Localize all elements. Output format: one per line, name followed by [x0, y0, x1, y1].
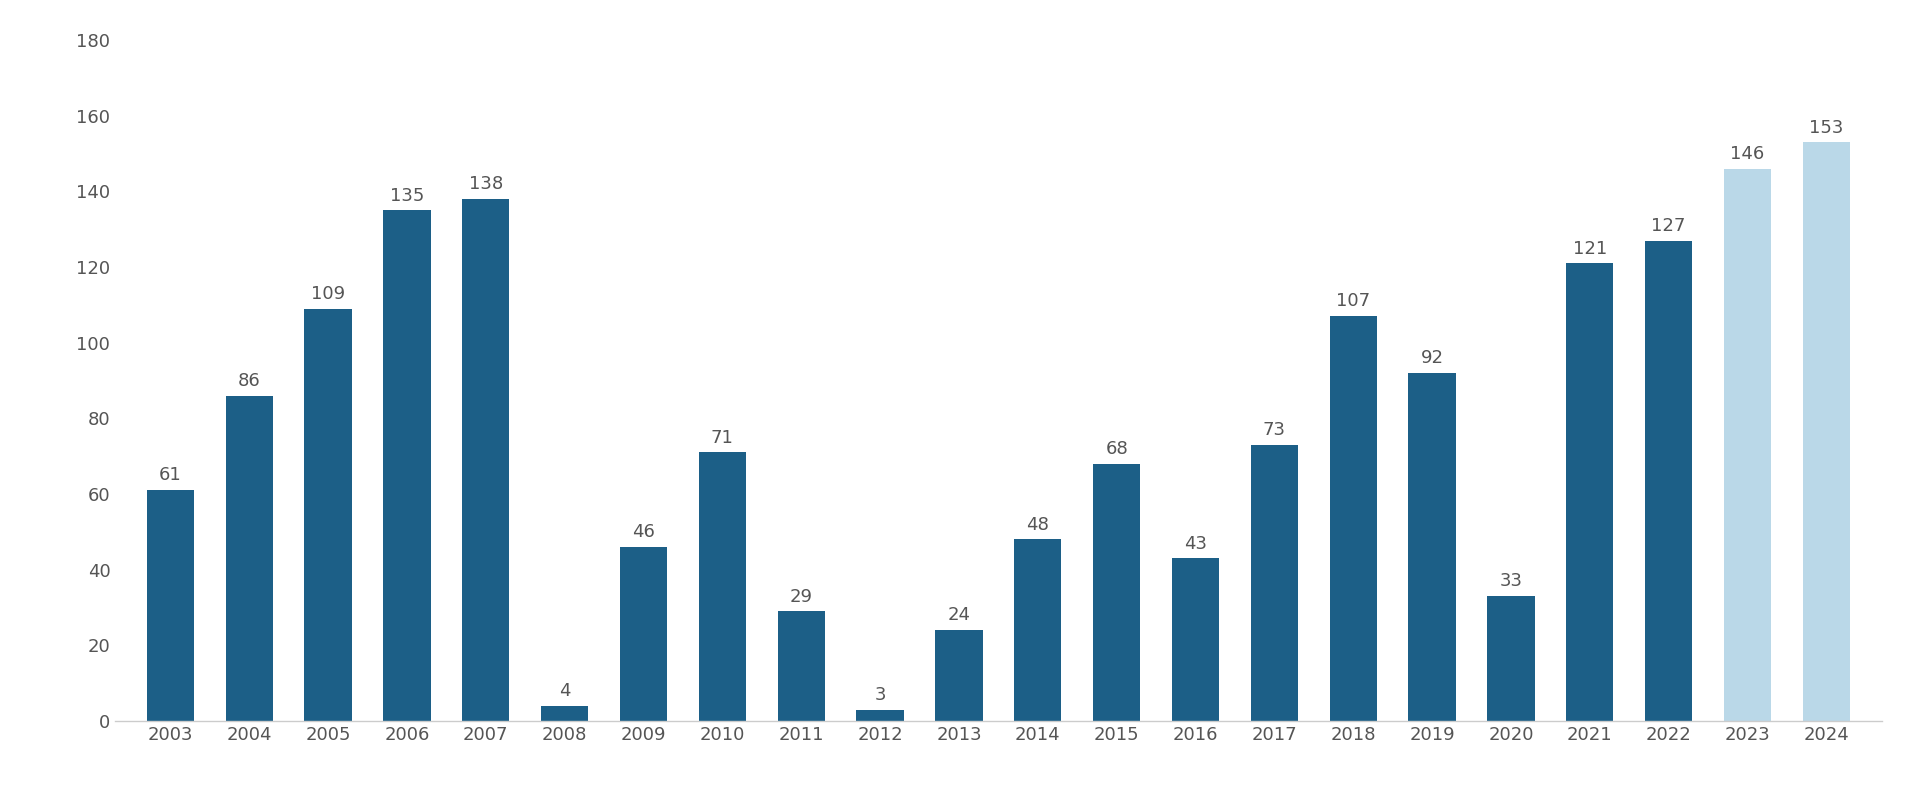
Text: 138: 138: [468, 175, 503, 193]
Bar: [384, 211, 430, 721]
Bar: [699, 453, 747, 721]
Bar: [305, 308, 351, 721]
Bar: [935, 630, 983, 721]
Bar: [1803, 143, 1851, 721]
Bar: [620, 547, 668, 721]
Bar: [1171, 558, 1219, 721]
Text: 46: 46: [632, 523, 655, 541]
Text: 48: 48: [1027, 516, 1048, 533]
Text: 146: 146: [1730, 145, 1764, 163]
Bar: [463, 199, 509, 721]
Bar: [1488, 596, 1534, 721]
Bar: [225, 396, 273, 721]
Text: 73: 73: [1263, 421, 1286, 439]
Text: 24: 24: [947, 606, 970, 625]
Text: 153: 153: [1809, 119, 1843, 136]
Text: 121: 121: [1572, 239, 1607, 258]
Text: 92: 92: [1421, 349, 1444, 367]
Text: 3: 3: [874, 686, 885, 704]
Bar: [1724, 169, 1770, 721]
Bar: [1409, 373, 1455, 721]
Bar: [541, 706, 588, 721]
Text: 68: 68: [1106, 440, 1129, 458]
Text: 107: 107: [1336, 292, 1371, 311]
Text: 71: 71: [710, 429, 733, 447]
Bar: [1014, 539, 1062, 721]
Bar: [146, 490, 194, 721]
Bar: [1250, 445, 1298, 721]
Text: 127: 127: [1651, 217, 1686, 235]
Bar: [778, 611, 826, 721]
Text: 29: 29: [789, 588, 812, 606]
Text: 86: 86: [238, 372, 261, 390]
Text: 61: 61: [159, 466, 182, 485]
Bar: [1329, 316, 1377, 721]
Bar: [1645, 240, 1692, 721]
Bar: [1092, 464, 1140, 721]
Text: 135: 135: [390, 187, 424, 204]
Text: 43: 43: [1185, 534, 1208, 553]
Text: 33: 33: [1500, 573, 1523, 590]
Text: 4: 4: [559, 682, 570, 700]
Bar: [856, 710, 904, 721]
Bar: [1567, 264, 1613, 721]
Text: 109: 109: [311, 285, 346, 303]
